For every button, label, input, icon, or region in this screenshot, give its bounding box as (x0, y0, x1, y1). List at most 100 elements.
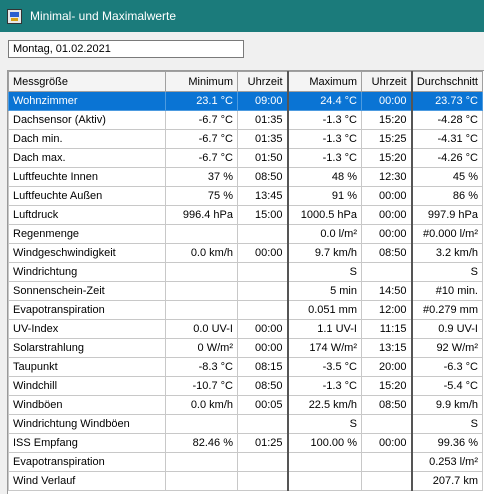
cell-minimum (165, 281, 238, 301)
cell-minimum (165, 262, 238, 282)
col-header-uhrzeit-min[interactable]: Uhrzeit (237, 71, 288, 92)
col-header-durchschnitt[interactable]: Durchschnitt (410, 71, 483, 92)
cell-max-time (361, 414, 412, 434)
cell-average: 0.9 UV-I (410, 319, 483, 339)
table-row[interactable]: Windrichtung S S (8, 262, 483, 282)
cell-average: S (410, 262, 483, 282)
cell-maximum (286, 452, 362, 472)
table-row[interactable]: Evapotranspiration 0.051 mm 12:00 #0.279 mm (8, 300, 483, 320)
cell-maximum: 100.00 % (286, 433, 362, 453)
table-row[interactable]: ISS Empfang 82.46 % 01:25 100.00 % 00:00 99.3… (8, 433, 483, 453)
cell-min-time: 15:00 (237, 205, 288, 225)
cell-min-time: 00:00 (237, 338, 288, 358)
cell-name: Sonnenschein-Zeit (8, 281, 166, 301)
cell-max-time: 00:00 (361, 433, 412, 453)
cell-minimum: -6.7 °C (165, 148, 238, 168)
table-row[interactable]: Windgeschwindigkeit 0.0 km/h 00:00 9.7 km/h… (8, 243, 483, 263)
cell-min-time: 09:00 (237, 91, 288, 111)
table-row[interactable]: Wind Verlauf 207.7 km (8, 471, 483, 491)
cell-maximum: 0.051 mm (286, 300, 362, 320)
cell-maximum: -1.3 °C (286, 148, 362, 168)
cell-minimum: 0.0 km/h (165, 243, 238, 263)
cell-average: #0.000 l/m² (410, 224, 483, 244)
table-row[interactable]: UV-Index 0.0 UV-I 00:00 1.1 UV-I 11:15 0.9 UV… (8, 319, 483, 339)
cell-minimum (165, 224, 238, 244)
cell-name: Taupunkt (8, 357, 166, 377)
table-row[interactable]: Luftfeuchte Außen 75 % 13:45 91 % 00:00 86 % (8, 186, 483, 206)
table-row[interactable]: Windchill -10.7 °C 08:50 -1.3 °C 15:20 -5.4 °… (8, 376, 483, 396)
table-row[interactable]: Regenmenge 0.0 l/m² 00:00 #0.000 l/m² (8, 224, 483, 244)
cell-average: 23.73 °C (410, 91, 483, 111)
table-row[interactable]: Windrichtung Windböen S S (8, 414, 483, 434)
col-header-maximum[interactable]: Maximum (286, 71, 362, 92)
cell-minimum (165, 414, 238, 434)
cell-name: Evapotranspiration (8, 452, 166, 472)
cell-min-time: 13:45 (237, 186, 288, 206)
cell-min-time: 00:00 (237, 319, 288, 339)
cell-average: 99.36 % (410, 433, 483, 453)
date-field[interactable]: Montag, 01.02.2021 (8, 40, 244, 58)
cell-maximum: 22.5 km/h (286, 395, 362, 415)
cell-maximum: -1.3 °C (286, 129, 362, 149)
cell-name: Dach min. (8, 129, 166, 149)
cell-minimum: 23.1 °C (165, 91, 238, 111)
cell-maximum: -1.3 °C (286, 110, 362, 130)
cell-maximum: 91 % (286, 186, 362, 206)
cell-max-time: 12:30 (361, 167, 412, 187)
cell-name: Luftdruck (8, 205, 166, 225)
table-row[interactable]: Taupunkt -8.3 °C 08:15 -3.5 °C 20:00 -6.3 °C (8, 357, 483, 377)
cell-maximum: -3.5 °C (286, 357, 362, 377)
cell-minimum (165, 300, 238, 320)
cell-max-time: 00:00 (361, 91, 412, 111)
cell-min-time: 01:50 (237, 148, 288, 168)
table-row[interactable]: Luftfeuchte Innen 37 % 08:50 48 % 12:30 45 % (8, 167, 483, 187)
table-row[interactable]: Evapotranspiration 0.253 l/m² (8, 452, 483, 472)
table-row[interactable]: Windböen 0.0 km/h 00:05 22.5 km/h 08:50 9.9 k… (8, 395, 483, 415)
cell-max-time: 14:50 (361, 281, 412, 301)
cell-average: 45 % (410, 167, 483, 187)
cell-min-time (237, 414, 288, 434)
header-row: Messgröße Minimum Uhrzeit Maximum Uhrzei… (8, 71, 483, 92)
cell-average: 0.253 l/m² (410, 452, 483, 472)
cell-maximum: S (286, 262, 362, 282)
cell-name: Windrichtung (8, 262, 166, 282)
cell-max-time: 15:20 (361, 110, 412, 130)
table-row[interactable]: Dach max. -6.7 °C 01:50 -1.3 °C 15:20 -4.26 °… (8, 148, 483, 168)
cell-maximum: 1.1 UV-I (286, 319, 362, 339)
table-row[interactable]: Wohnzimmer 23.1 °C 09:00 24.4 °C 00:00 23.73 … (8, 91, 483, 111)
cell-max-time: 00:00 (361, 186, 412, 206)
col-header-uhrzeit-max[interactable]: Uhrzeit (361, 71, 412, 92)
cell-minimum (165, 471, 238, 491)
table-row[interactable]: Dach min. -6.7 °C 01:35 -1.3 °C 15:25 -4.31 °… (8, 129, 483, 149)
cell-average: S (410, 414, 483, 434)
cell-average: -4.26 °C (410, 148, 483, 168)
cell-min-time: 08:50 (237, 167, 288, 187)
cell-name: Windböen (8, 395, 166, 415)
app-icon (7, 8, 22, 24)
cell-name: Evapotranspiration (8, 300, 166, 320)
cell-maximum: S (286, 414, 362, 434)
values-grid[interactable]: Messgröße Minimum Uhrzeit Maximum Uhrzei… (7, 70, 484, 494)
cell-name: Dachsensor (Aktiv) (8, 110, 166, 130)
cell-maximum: 0.0 l/m² (286, 224, 362, 244)
cell-max-time (361, 262, 412, 282)
values-table: Messgröße Minimum Uhrzeit Maximum Uhrzei… (8, 71, 483, 491)
cell-minimum: -8.3 °C (165, 357, 238, 377)
cell-min-time: 00:05 (237, 395, 288, 415)
cell-maximum (286, 471, 362, 491)
window-title: Minimal- und Maximalwerte (30, 9, 177, 23)
table-row[interactable]: Solarstrahlung 0 W/m² 00:00 174 W/m² 13:15 92… (8, 338, 483, 358)
cell-max-time: 20:00 (361, 357, 412, 377)
cell-max-time: 13:15 (361, 338, 412, 358)
table-row[interactable]: Luftdruck 996.4 hPa 15:00 1000.5 hPa 00:00 99… (8, 205, 483, 225)
cell-name: Wohnzimmer (8, 91, 166, 111)
cell-name: Luftfeuchte Innen (8, 167, 166, 187)
table-row[interactable]: Sonnenschein-Zeit 5 min 14:50 #10 min. (8, 281, 483, 301)
cell-maximum: 24.4 °C (286, 91, 362, 111)
col-header-minimum[interactable]: Minimum (165, 71, 238, 92)
col-header-messgroesse[interactable]: Messgröße (8, 71, 166, 92)
table-row[interactable]: Dachsensor (Aktiv) -6.7 °C 01:35 -1.3 °C 15:… (8, 110, 483, 130)
cell-name: Windrichtung Windböen (8, 414, 166, 434)
cell-average: 86 % (410, 186, 483, 206)
cell-min-time: 01:35 (237, 129, 288, 149)
